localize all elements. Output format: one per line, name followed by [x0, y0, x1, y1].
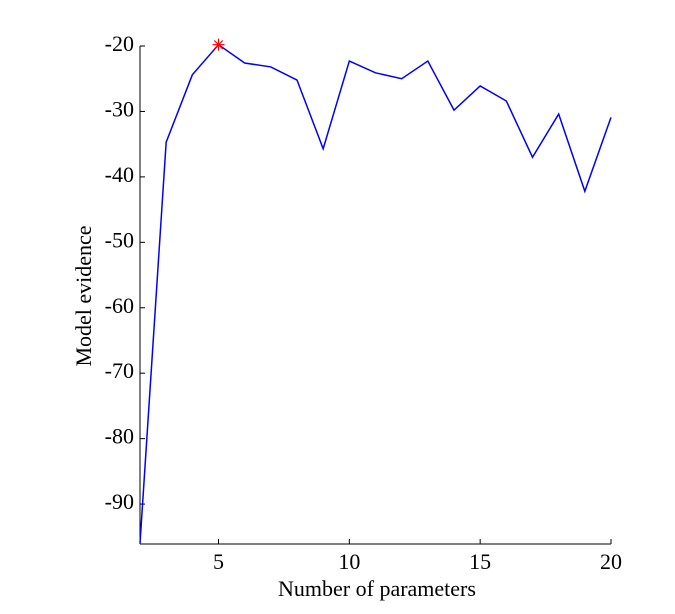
y-tick-label: -90 [105, 489, 134, 514]
y-axis-label: Model evidence [71, 225, 96, 366]
data-line [139, 43, 612, 544]
x-tick-label: 15 [469, 549, 491, 574]
x-tick-label: 20 [600, 549, 622, 574]
x-tick-label: 5 [213, 549, 224, 574]
x-axis-label: Number of parameters [278, 576, 476, 601]
y-tick-label: -60 [105, 293, 134, 318]
y-tick-label: -70 [105, 358, 134, 383]
y-tick-label: -40 [105, 162, 134, 187]
y-tick-label: -30 [105, 96, 134, 121]
y-tick-label: -20 [105, 31, 134, 56]
highlight-marker [212, 38, 225, 51]
marker-stroke [213, 40, 224, 50]
y-tick-label: -80 [105, 424, 134, 449]
y-tick-label: -50 [105, 227, 134, 252]
x-tick-label: 10 [338, 549, 360, 574]
